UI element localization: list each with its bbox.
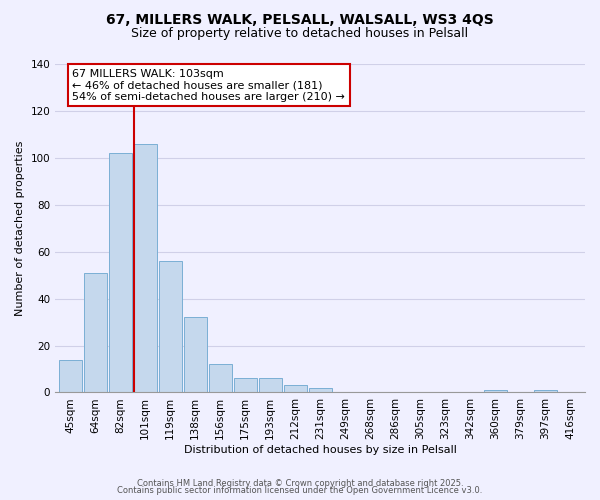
- Y-axis label: Number of detached properties: Number of detached properties: [15, 140, 25, 316]
- Bar: [308, 388, 332, 392]
- Bar: [83, 273, 107, 392]
- Text: Size of property relative to detached houses in Pelsall: Size of property relative to detached ho…: [131, 28, 469, 40]
- Bar: [59, 360, 82, 392]
- X-axis label: Distribution of detached houses by size in Pelsall: Distribution of detached houses by size …: [184, 445, 457, 455]
- Bar: [484, 390, 506, 392]
- Text: Contains HM Land Registry data © Crown copyright and database right 2025.: Contains HM Land Registry data © Crown c…: [137, 478, 463, 488]
- Bar: [259, 378, 281, 392]
- Bar: [158, 261, 182, 392]
- Bar: [134, 144, 157, 392]
- Bar: [284, 386, 307, 392]
- Bar: [184, 318, 206, 392]
- Bar: [109, 153, 131, 392]
- Bar: [209, 364, 232, 392]
- Text: 67, MILLERS WALK, PELSALL, WALSALL, WS3 4QS: 67, MILLERS WALK, PELSALL, WALSALL, WS3 …: [106, 12, 494, 26]
- Text: Contains public sector information licensed under the Open Government Licence v3: Contains public sector information licen…: [118, 486, 482, 495]
- Bar: [533, 390, 557, 392]
- Bar: [233, 378, 257, 392]
- Text: 67 MILLERS WALK: 103sqm
← 46% of detached houses are smaller (181)
54% of semi-d: 67 MILLERS WALK: 103sqm ← 46% of detache…: [73, 68, 345, 102]
